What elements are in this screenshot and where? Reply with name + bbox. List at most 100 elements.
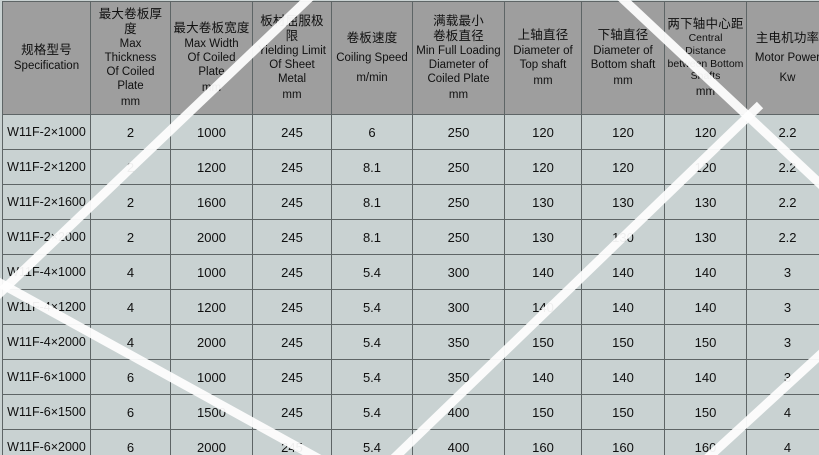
cell-specification: W11F-6×2000: [2, 429, 91, 455]
header-cn-min-diameter-2: 卷板直径: [433, 28, 484, 43]
cell-specification: W11F-2×2000: [2, 219, 91, 255]
header-en-min-diameter-3: Coiled Plate: [427, 73, 490, 86]
column-header-top-shaft: 上轴直径 Diameter of Top shaft mm: [504, 1, 582, 115]
cell-central-distance: 140: [664, 359, 747, 395]
cell-specification: W11F-4×1200: [2, 289, 91, 325]
column-header-motor-power: 主电机功率 Motor Power Kw: [746, 1, 819, 115]
cell-top-shaft: 160: [504, 429, 582, 455]
column-header-central-distance: 两下轴中心距 Central Distance between Bottom S…: [664, 1, 747, 115]
table-row: W11F-6×1000 6 1000 245 5.4 350 140 140 140 3: [2, 359, 819, 395]
cell-central-distance: 150: [664, 394, 747, 430]
cell-bottom-shaft: 140: [581, 254, 665, 290]
cell-min-diameter: 350: [412, 324, 505, 360]
cell-motor-power: 2.2: [746, 184, 819, 220]
cell-motor-power: 3: [746, 289, 819, 325]
cell-bottom-shaft: 160: [581, 429, 665, 455]
header-en-bottom-shaft-2: Bottom shaft: [590, 58, 656, 71]
cell-min-diameter: 350: [412, 359, 505, 395]
header-unit-yielding-limit: mm: [282, 89, 302, 102]
cell-max-thickness: 2: [90, 219, 171, 255]
cell-motor-power: 3: [746, 324, 819, 360]
cell-specification: W11F-6×1000: [2, 359, 91, 395]
cell-top-shaft: 120: [504, 149, 582, 185]
cell-motor-power: 3: [746, 254, 819, 290]
cell-max-width: 2000: [170, 219, 253, 255]
cell-yielding-limit: 245: [252, 324, 332, 360]
cell-coiling-speed: 5.4: [331, 324, 413, 360]
header-en-max-width-1: Max Width: [184, 37, 239, 50]
cell-min-diameter: 400: [412, 429, 505, 455]
header-en-yielding-limit-1: Yielding Limit: [258, 45, 326, 58]
header-en-yielding-limit-2: Of Sheet Metal: [269, 59, 315, 86]
table-row: W11F-4×2000 4 2000 245 5.4 350 150 150 150 3: [2, 324, 819, 360]
header-en-max-width-2: Of Coiled Plate: [187, 51, 236, 78]
cell-specification: W11F-4×1000: [2, 254, 91, 290]
cell-max-width: 1200: [170, 149, 253, 185]
cell-top-shaft: 140: [504, 254, 582, 290]
cell-motor-power: 2.2: [746, 114, 819, 150]
table-row: W11F-6×2000 6 2000 245 5.4 400 160 160 160 4: [2, 429, 819, 455]
column-header-specification: 规格型号 Specification: [2, 1, 91, 115]
table-row: W11F-2×2000 2 2000 245 8.1 250 130 130 130 2.2: [2, 219, 819, 255]
column-header-max-thickness: 最大卷板厚度 Max Thickness Of Coiled Plate mm: [90, 1, 171, 115]
cell-yielding-limit: 245: [252, 394, 332, 430]
table-row: W11F-2×1200 2 1200 245 8.1 250 120 120 120 2.2: [2, 149, 819, 185]
header-en-central-distance-3: Shafts: [690, 70, 721, 83]
cell-central-distance: 140: [664, 289, 747, 325]
cell-bottom-shaft: 120: [581, 114, 665, 150]
cell-motor-power: 2.2: [746, 149, 819, 185]
header-cn-specification: 规格型号: [21, 43, 72, 58]
cell-max-thickness: 4: [90, 254, 171, 290]
cell-yielding-limit: 245: [252, 219, 332, 255]
cell-motor-power: 4: [746, 429, 819, 455]
header-cn-max-width: 最大卷板宽度: [173, 21, 250, 36]
cell-yielding-limit: 245: [252, 359, 332, 395]
header-cn-max-thickness: 最大卷板厚度: [98, 6, 163, 36]
header-unit-top-shaft: mm: [533, 74, 553, 87]
cell-max-thickness: 2: [90, 184, 171, 220]
cell-specification: W11F-6×1500: [2, 394, 91, 430]
header-unit-max-width: mm: [201, 81, 222, 94]
header-cn-central-distance: 两下轴中心距: [667, 16, 744, 31]
cell-central-distance: 120: [664, 149, 747, 185]
header-en-top-shaft-2: Top shaft: [519, 58, 567, 71]
header-en-top-shaft-1: Diameter of: [513, 44, 573, 57]
table-row: W11F-4×1000 4 1000 245 5.4 300 140 140 140 3: [2, 254, 819, 290]
cell-min-diameter: 300: [412, 289, 505, 325]
cell-coiling-speed: 8.1: [331, 184, 413, 220]
cell-specification: W11F-2×1200: [2, 149, 91, 185]
column-header-max-width: 最大卷板宽度 Max Width Of Coiled Plate mm: [170, 1, 253, 115]
cell-coiling-speed: 5.4: [331, 394, 413, 430]
column-header-coiling-speed: 卷板速度 Coiling Speed m/min: [331, 1, 413, 115]
cell-max-thickness: 6: [90, 394, 171, 430]
header-unit-central-distance: mm: [695, 86, 716, 99]
cell-max-thickness: 6: [90, 359, 171, 395]
cell-max-width: 1500: [170, 394, 253, 430]
cell-min-diameter: 250: [412, 114, 505, 150]
cell-central-distance: 130: [664, 219, 747, 255]
table-row: W11F-4×1200 4 1200 245 5.4 300 140 140 140 3: [2, 289, 819, 325]
header-en-coiling-speed: Coiling Speed: [336, 51, 408, 64]
header-en-max-thickness-1: Max Thickness: [104, 38, 157, 65]
cell-coiling-speed: 5.4: [331, 359, 413, 395]
header-cn-yielding-limit: 板材屈服极限: [260, 13, 324, 43]
cell-central-distance: 140: [664, 254, 747, 290]
cell-specification: W11F-4×2000: [2, 324, 91, 360]
cell-specification: W11F-2×1000: [2, 114, 91, 150]
header-cn-coiling-speed: 卷板速度: [346, 31, 398, 46]
cell-top-shaft: 140: [504, 289, 582, 325]
cell-bottom-shaft: 120: [581, 149, 665, 185]
cell-coiling-speed: 5.4: [331, 289, 413, 325]
header-row: 规格型号 Specification 最大卷板厚度 Max Thickness …: [2, 1, 819, 115]
cell-bottom-shaft: 140: [581, 359, 665, 395]
header-cn-min-diameter-1: 满载最小: [433, 13, 484, 28]
cell-coiling-speed: 8.1: [331, 219, 413, 255]
cell-motor-power: 3: [746, 359, 819, 395]
cell-central-distance: 160: [664, 429, 747, 455]
header-cn-top-shaft: 上轴直径: [517, 28, 569, 43]
column-header-min-diameter: 满载最小 卷板直径 Min Full Loading Diameter of C…: [412, 1, 505, 115]
cell-max-thickness: 4: [90, 324, 171, 360]
cell-min-diameter: 250: [412, 149, 505, 185]
cell-central-distance: 150: [664, 324, 747, 360]
